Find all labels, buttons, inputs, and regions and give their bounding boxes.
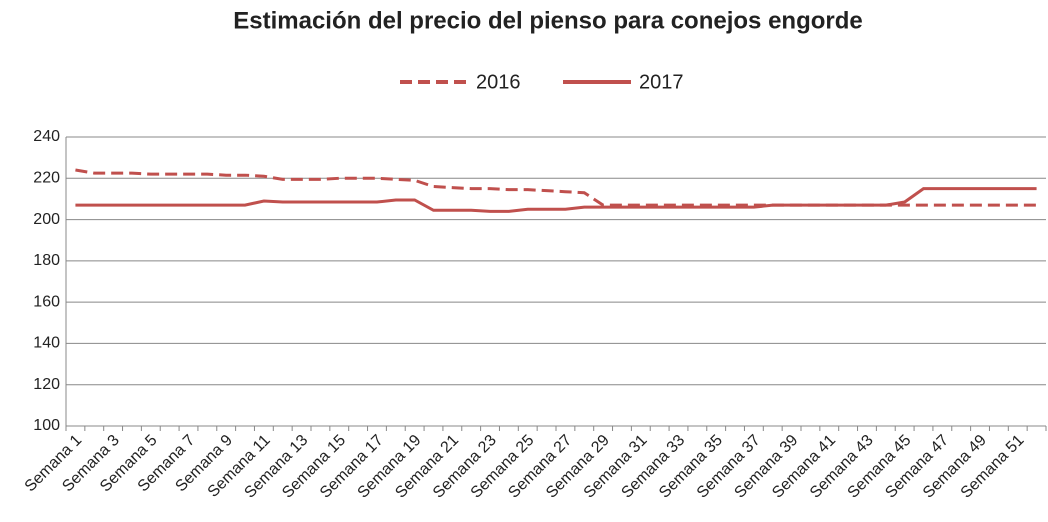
y-tick-label: 240	[33, 128, 60, 145]
legend-label: 2017	[639, 71, 684, 93]
legend-label: 2016	[476, 71, 521, 93]
y-tick-label: 200	[33, 211, 60, 228]
y-tick-label: 100	[33, 417, 60, 434]
line-series	[75, 187, 1037, 213]
chart-title: Estimación del precio del pienso para co…	[233, 7, 863, 34]
line-series	[75, 168, 1037, 207]
y-tick-label: 180	[33, 252, 60, 269]
y-tick-label: 140	[33, 335, 60, 352]
y-tick-label: 160	[33, 293, 60, 310]
y-tick-label: 220	[33, 170, 60, 187]
y-tick-label: 120	[33, 376, 60, 393]
